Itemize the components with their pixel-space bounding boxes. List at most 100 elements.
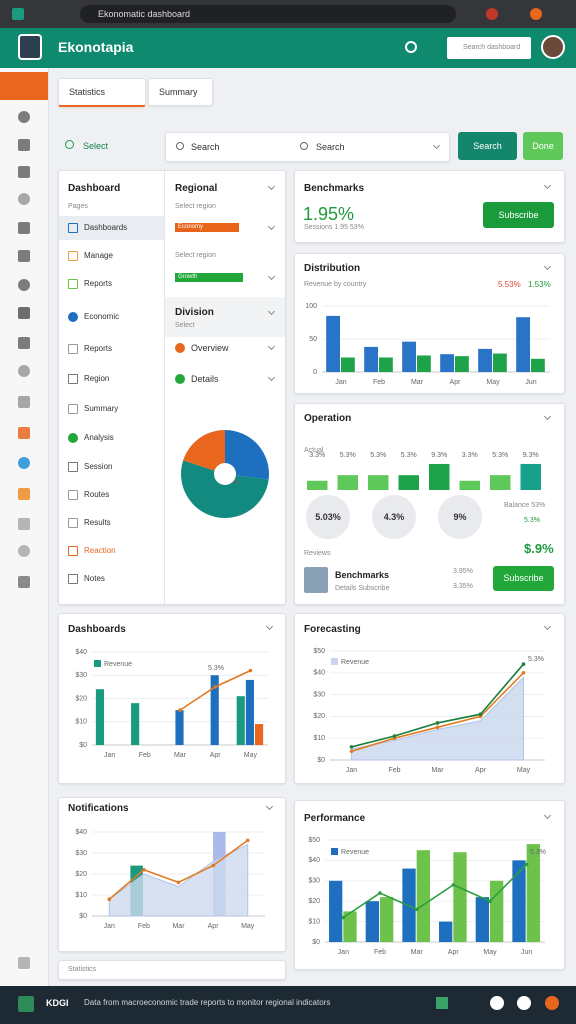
- tab-label: Statistics: [69, 87, 106, 97]
- address: Ekonomatic dashboard: [98, 9, 191, 19]
- address-bar[interactable]: Ekonomatic dashboard: [80, 5, 456, 23]
- search-icon[interactable]: [405, 41, 417, 53]
- card-title: Distribution: [304, 263, 361, 274]
- gauge: 4.3%: [372, 495, 416, 539]
- chevron: [543, 622, 552, 631]
- side-label: Balance 53%: [504, 502, 546, 509]
- chevron: [543, 262, 552, 271]
- chevron: [432, 141, 441, 150]
- sidebar-icon[interactable]: [18, 250, 30, 262]
- extension[interactable]: [486, 8, 498, 20]
- logo[interactable]: [18, 34, 42, 60]
- nav-icon: [68, 433, 78, 443]
- nav-item[interactable]: Dashboards: [84, 223, 128, 232]
- secondary-button[interactable]: Done: [523, 132, 563, 160]
- sidebar-icon[interactable]: [18, 427, 30, 439]
- card-title: Performance: [304, 813, 366, 824]
- tab-label: Summary: [159, 87, 198, 97]
- nav-item[interactable]: Session: [84, 462, 113, 471]
- nav-item[interactable]: Reports: [84, 279, 113, 288]
- taskbar-icon[interactable]: [517, 996, 531, 1010]
- regional-title: Regional: [175, 183, 218, 194]
- sidebar-icon[interactable]: [18, 193, 30, 205]
- filter-label: Select region: [175, 203, 216, 210]
- nav-icon: [68, 546, 78, 556]
- search-box[interactable]: Search Search: [165, 132, 450, 162]
- divider: [164, 171, 165, 604]
- nav-item[interactable]: Notes: [84, 574, 105, 583]
- avatar[interactable]: [541, 35, 565, 59]
- sidebar-icon[interactable]: [18, 457, 30, 469]
- subscribe-button[interactable]: Subscribe: [493, 566, 554, 591]
- nav-subtitle: Pages: [68, 203, 88, 210]
- navigation-card: Dashboard Pages Regional Select region E…: [58, 170, 286, 605]
- person-stat: 3.95%: [453, 568, 473, 575]
- sidebar-icon[interactable]: [18, 222, 30, 234]
- sidebar-active[interactable]: [0, 72, 48, 100]
- chevron: [543, 412, 552, 421]
- card-title: Forecasting: [304, 624, 361, 635]
- sidebar-icon[interactable]: [18, 337, 30, 349]
- side-label: 5.3%: [524, 517, 540, 524]
- nav-selected: [59, 216, 164, 240]
- primary-button[interactable]: Search: [458, 132, 517, 160]
- nav-item[interactable]: Economic: [84, 312, 120, 321]
- sidebar-icon[interactable]: [18, 166, 30, 178]
- sidebar-icon[interactable]: [18, 576, 30, 588]
- item-label[interactable]: Details: [191, 374, 219, 384]
- taskbar-text: Data from macroeconomic trade reports to…: [84, 998, 331, 1007]
- nav-item[interactable]: Summary: [84, 404, 119, 413]
- filter-bar[interactable]: Economy: [175, 223, 239, 232]
- person-detail: Details Subscribe: [335, 585, 390, 592]
- taskbar-icon[interactable]: [490, 996, 504, 1010]
- nav-icon: [68, 404, 78, 414]
- sidebar-icon[interactable]: [18, 488, 30, 500]
- section: [165, 297, 285, 337]
- forecasting-card: Forecasting: [294, 613, 565, 784]
- sidebar-icon[interactable]: [18, 279, 30, 291]
- taskbar-icon[interactable]: [545, 996, 559, 1010]
- browser-bar: Ekonomatic dashboard: [0, 0, 576, 28]
- chevron: [543, 811, 552, 820]
- taskbar-icon[interactable]: [436, 997, 448, 1009]
- extension[interactable]: [530, 8, 542, 20]
- nav-item[interactable]: Results: [84, 518, 111, 527]
- sidebar-icon[interactable]: [18, 957, 30, 969]
- nav-item[interactable]: Region: [84, 374, 110, 383]
- sidebar-icon[interactable]: [18, 518, 30, 530]
- subscribe-button[interactable]: Subscribe: [483, 202, 554, 228]
- sidebar-icon[interactable]: [18, 307, 30, 319]
- card-title: Dashboards: [68, 624, 126, 635]
- nav-item[interactable]: Manage: [84, 251, 113, 260]
- sidebar-icon[interactable]: [18, 396, 30, 408]
- nav-item[interactable]: Reports: [84, 344, 113, 353]
- chevron: [267, 182, 276, 191]
- item-label[interactable]: Overview: [191, 343, 229, 353]
- tab[interactable]: Statistics: [58, 78, 146, 107]
- app-header: Ekonotapia Search dashboard: [0, 28, 576, 68]
- legend: Revenue by country: [304, 281, 367, 288]
- sidebar-icon[interactable]: [18, 365, 30, 377]
- nav-item[interactable]: Analysis: [84, 433, 114, 442]
- chevron: [267, 272, 276, 281]
- item-icon: [175, 374, 185, 384]
- nav-item[interactable]: Routes: [84, 490, 110, 499]
- tab[interactable]: Summary: [148, 78, 213, 106]
- filter-bar[interactable]: Growth: [175, 273, 243, 282]
- nav-icon: [68, 518, 78, 528]
- badge: 1.53%: [528, 280, 551, 289]
- radio[interactable]: [65, 140, 74, 149]
- gauge: 9%: [438, 495, 482, 539]
- notifications-card: Notifications: [58, 797, 286, 952]
- sidebar-icon[interactable]: [18, 139, 30, 151]
- nav-icon: [68, 344, 78, 354]
- filter-label: Select region: [175, 252, 216, 259]
- nav-item[interactable]: Reaction: [84, 546, 116, 555]
- sidebar-icon[interactable]: [18, 111, 30, 123]
- sidebar-icon[interactable]: [18, 545, 30, 557]
- card-title: Statistics: [68, 966, 97, 973]
- taskbar-icon[interactable]: [18, 996, 34, 1012]
- search-label: Search: [191, 142, 220, 152]
- search-input[interactable]: Search dashboard: [447, 37, 531, 59]
